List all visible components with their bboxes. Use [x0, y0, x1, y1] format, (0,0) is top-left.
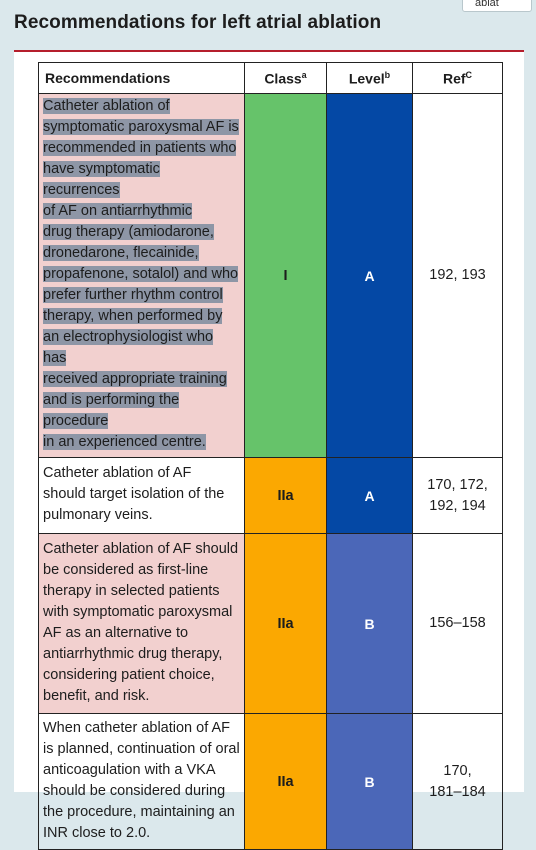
selected-text-line: received appropriate training — [43, 371, 227, 387]
table-row: When catheter ablation of AF is planned,… — [38, 713, 503, 850]
text-line: should be considered during — [43, 782, 226, 799]
text-line: considering patient choice, — [43, 666, 215, 683]
header-ref-label: Ref — [442, 70, 466, 87]
header-ref: RefC — [412, 62, 503, 94]
level-cell: B — [326, 713, 413, 850]
header-row: Recommendations Classa Levelb RefC — [38, 62, 503, 94]
text-line: AF as an alternative to — [43, 624, 189, 641]
text-line: antiarrhythmic drug therapy, — [43, 645, 223, 662]
ref-line: 170, 172, — [427, 476, 488, 493]
level-cell: A — [326, 457, 413, 534]
selected-text-line: propafenone, sotalol) and who — [43, 266, 239, 282]
selected-text-line: and is performing the procedure — [43, 392, 180, 429]
recommendation-cell: Catheter ablation of AF should be consid… — [38, 533, 245, 714]
selected-text-line: Catheter ablation of — [43, 98, 170, 114]
text-line: therapy in selected patients — [43, 582, 220, 599]
title-rule — [14, 50, 524, 52]
text-line: anticoagulation with a VKA — [43, 761, 216, 778]
recommendation-text[interactable]: Catheter ablation of AF should target is… — [39, 461, 244, 530]
header-class: Classa — [244, 62, 327, 94]
table-card: Recommendations Classa Levelb RefC Cathe… — [14, 52, 524, 850]
text-line: be considered as first-line — [43, 561, 209, 578]
table-row: Catheter ablation of AF should target is… — [38, 457, 503, 534]
recommendation-text[interactable]: When catheter ablation of AF is planned,… — [39, 716, 244, 848]
header-ref-footnote: C — [465, 69, 473, 80]
text-line: should target isolation of the — [43, 486, 225, 502]
ref-line: 156–158 — [429, 615, 486, 631]
selected-text-line: recommended in patients who — [43, 140, 237, 156]
selected-text-line: an electrophysiologist who has — [43, 329, 214, 366]
recommendation-cell: Catheter ablation of AF should target is… — [38, 457, 245, 534]
text-line: INR close to 2.0. — [43, 824, 151, 841]
text-line: Catheter ablation of AF — [43, 465, 192, 481]
search-term-chip[interactable]: ablat — [462, 0, 532, 12]
level-cell: A — [326, 93, 413, 458]
ref-line: 192, 194 — [429, 497, 486, 514]
recommendations-table: Recommendations Classa Levelb RefC Cathe… — [38, 62, 503, 850]
selected-text-line: of AF on antiarrhythmic — [43, 203, 193, 219]
class-cell: IIa — [244, 457, 327, 534]
class-cell: I — [244, 93, 327, 458]
text-line: with symptomatic paroxysmal — [43, 603, 233, 620]
recommendation-cell: When catheter ablation of AF is planned,… — [38, 713, 245, 850]
ref-cell: 192, 193 — [412, 93, 503, 458]
header-recommendations: Recommendations — [38, 62, 245, 94]
class-cell: IIa — [244, 713, 327, 850]
selected-text-line: drug therapy (amiodarone, — [43, 224, 214, 240]
header-level: Levelb — [326, 62, 413, 94]
class-cell: IIa — [244, 533, 327, 714]
recommendation-cell: Catheter ablation of symptomatic paroxys… — [38, 93, 245, 458]
page-title: Recommendations for left atrial ablation — [14, 12, 382, 33]
text-line: the procedure, maintaining an — [43, 803, 235, 820]
selected-text-line: symptomatic paroxysmal AF is — [43, 119, 239, 135]
selected-text-line: have symptomatic recurrences — [43, 161, 160, 198]
selected-text-line: therapy, when performed by — [43, 308, 223, 324]
selected-text-line: prefer further rhythm control — [43, 287, 223, 303]
text-line: is planned, continuation of oral — [43, 740, 240, 757]
recommendation-text[interactable]: Catheter ablation of AF should be consid… — [39, 537, 244, 711]
header-level-footnote: b — [384, 69, 391, 80]
ref-line: 181–184 — [429, 783, 486, 800]
level-cell: B — [326, 533, 413, 714]
ref-line: 192, 193 — [429, 267, 486, 283]
header-class-footnote: a — [301, 69, 307, 80]
recommendation-text[interactable]: Catheter ablation of symptomatic paroxys… — [39, 94, 244, 457]
text-line: pulmonary veins. — [43, 507, 153, 523]
header-class-label: Class — [264, 70, 302, 87]
header-level-label: Level — [348, 70, 385, 87]
table-row: Catheter ablation of symptomatic paroxys… — [38, 93, 503, 458]
ref-cell: 156–158 — [412, 533, 503, 714]
ref-line: 170, — [443, 762, 472, 779]
selected-text-line: in an experienced centre. — [43, 434, 206, 450]
table-row: Catheter ablation of AF should be consid… — [38, 533, 503, 714]
selected-text-line: dronedarone, flecainide, — [43, 245, 199, 261]
ref-cell: 170, 172, 192, 194 — [412, 457, 503, 534]
text-line: Catheter ablation of AF should — [43, 540, 239, 557]
ref-cell: 170, 181–184 — [412, 713, 503, 850]
text-line: benefit, and risk. — [43, 687, 150, 704]
text-line: When catheter ablation of AF — [43, 719, 230, 736]
